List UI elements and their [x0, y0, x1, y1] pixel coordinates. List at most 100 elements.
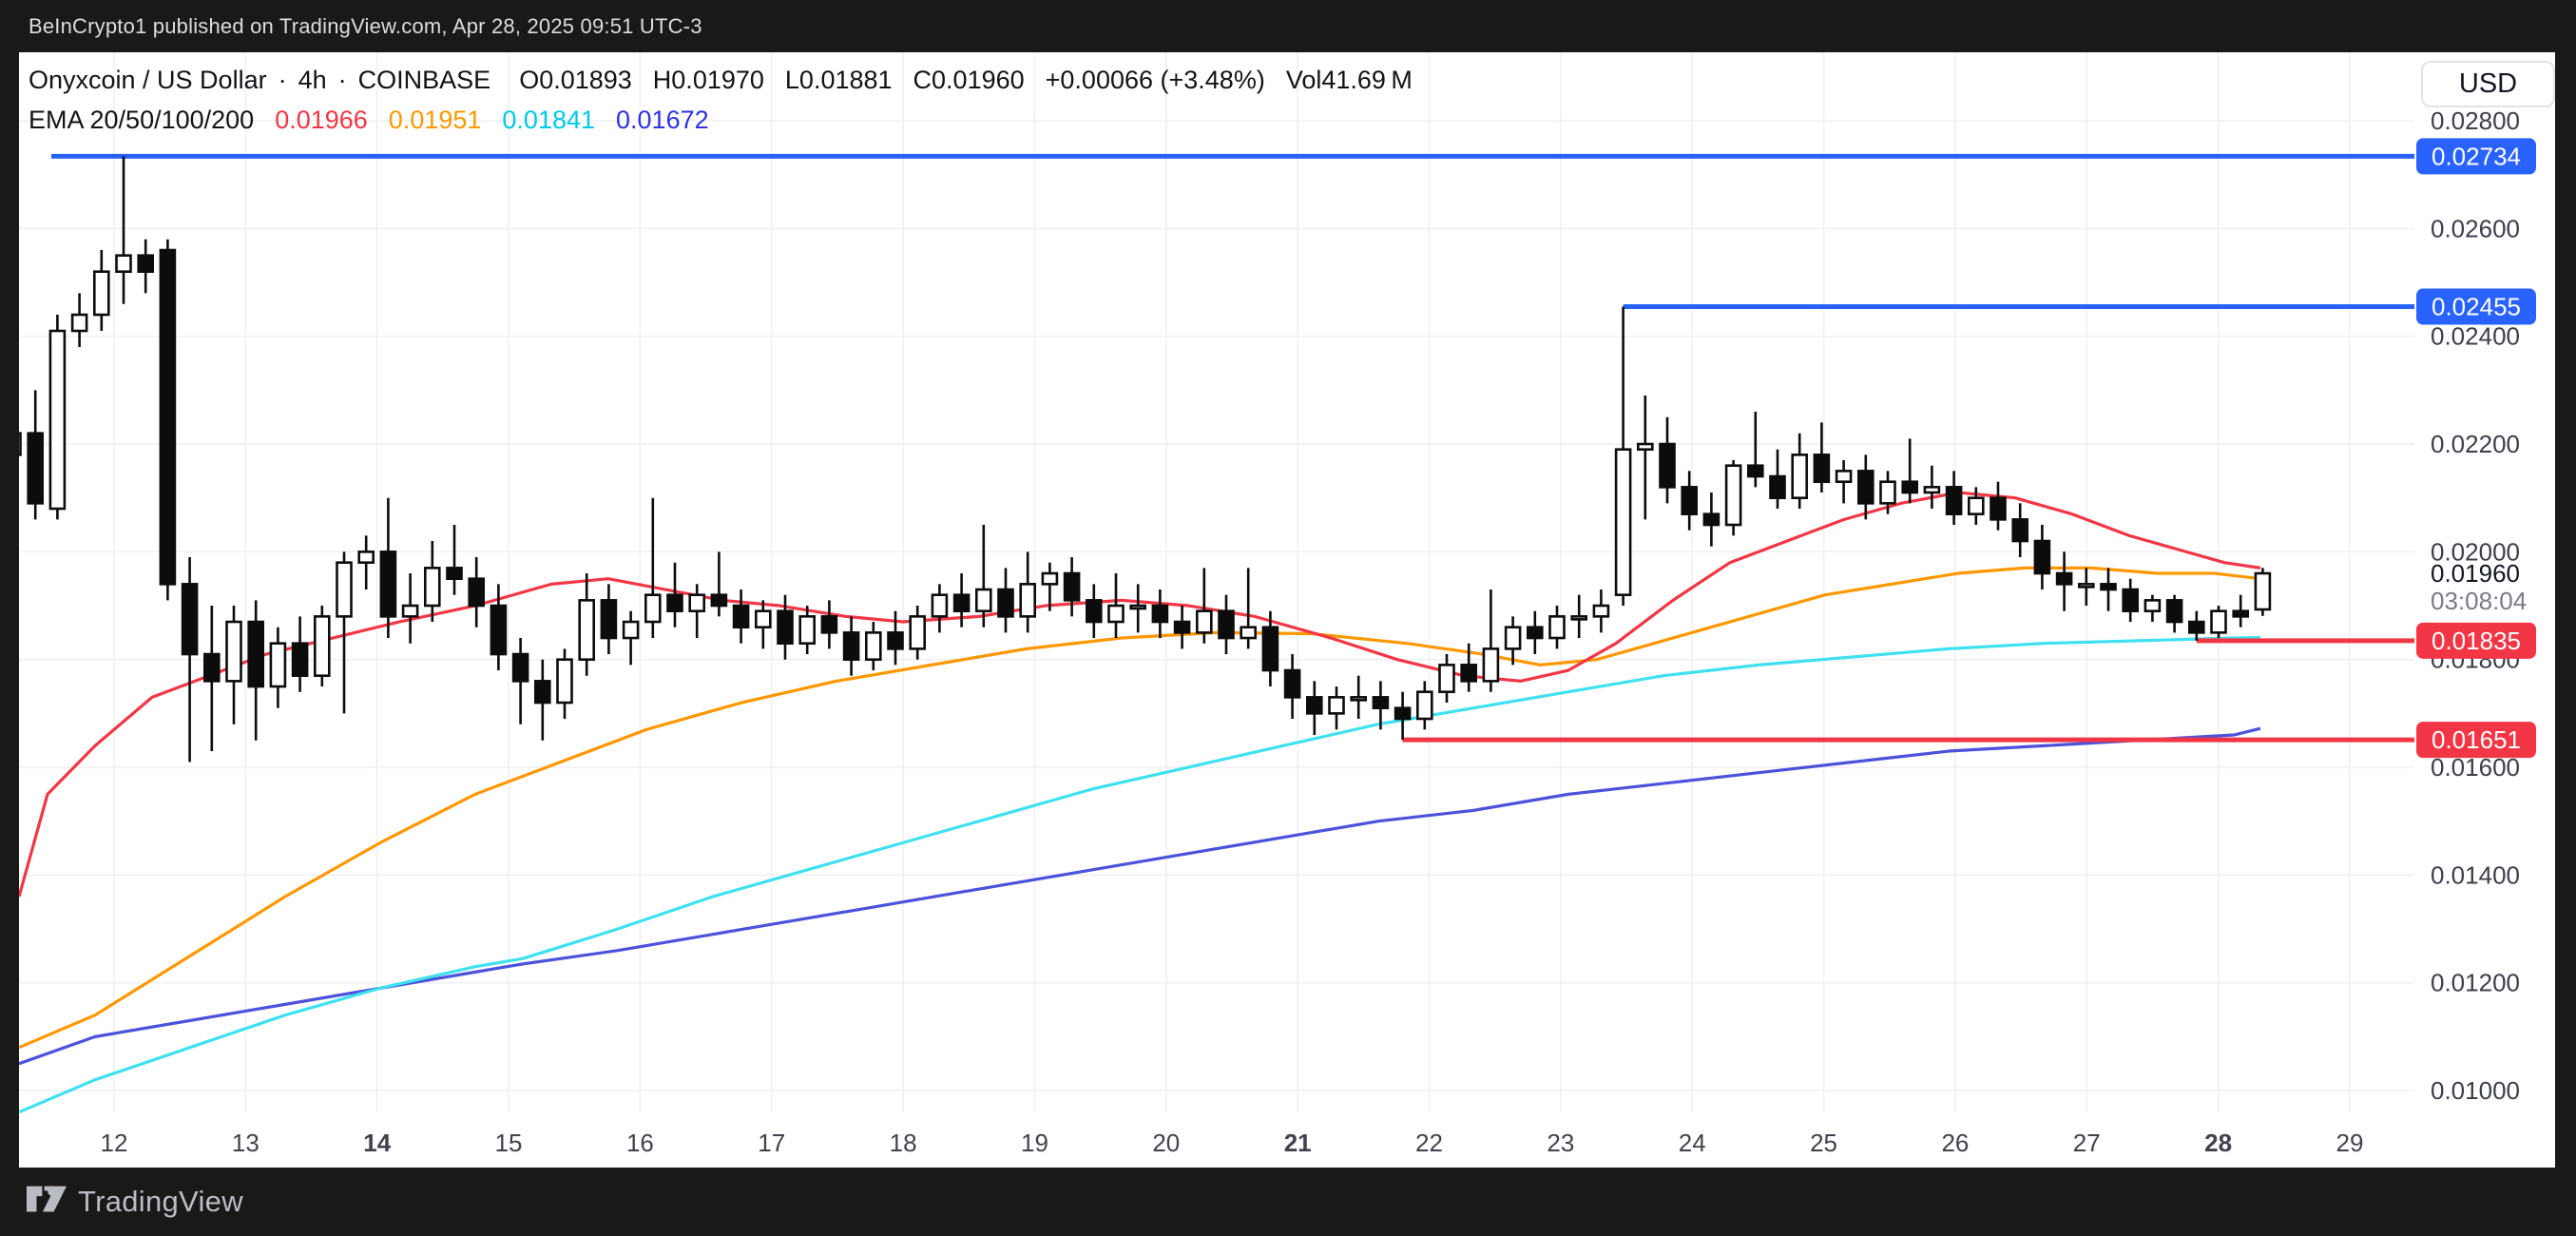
- date-axis-label-19[interactable]: 19: [1021, 1129, 1048, 1157]
- candle-body-down: [666, 593, 683, 612]
- date-axis-label-23[interactable]: 23: [1547, 1129, 1574, 1157]
- candle-body-down: [710, 593, 728, 608]
- candle-body-up: [1835, 470, 1853, 483]
- candle-body-down: [1769, 474, 1786, 499]
- candle-body-up: [864, 631, 882, 661]
- price-badge-0.02455[interactable]: [2416, 288, 2536, 325]
- candle-body-down: [511, 652, 529, 683]
- candle-body-up: [754, 609, 772, 628]
- ema-legend-label[interactable]: EMA 20/50/100/200: [29, 106, 255, 134]
- candle-body-up: [622, 620, 640, 640]
- tradingview-logo[interactable]: TradingView: [27, 1185, 243, 1219]
- ema-value-4: 0.01672: [616, 106, 709, 134]
- price-change: +0.00066 (+3.48%): [1045, 66, 1265, 94]
- candle-body-up: [975, 588, 992, 612]
- candle-body-down: [820, 615, 838, 634]
- candle-body-up: [1791, 454, 1808, 499]
- ema-100-line: [19, 635, 2261, 1114]
- date-axis-label-15[interactable]: 15: [495, 1129, 523, 1157]
- candle-body-down: [997, 588, 1014, 618]
- candle-body-down: [181, 583, 199, 656]
- price-badge-label: 0.02734: [2432, 142, 2521, 170]
- date-axis-label-17[interactable]: 17: [758, 1129, 785, 1157]
- candle-body-down: [27, 432, 45, 505]
- candle-body-up: [1968, 496, 1985, 515]
- candle-body-down: [137, 254, 154, 273]
- ema-legend-row: EMA 20/50/100/200 0.01966 0.01951 0.01841 0…: [29, 106, 1413, 135]
- date-axis-label-21[interactable]: 21: [1284, 1129, 1312, 1157]
- chart-pane[interactable]: 0.02800 0.02600 0.02400 0.02200 0.02000 0.018…: [19, 52, 2555, 1168]
- candle-body-down: [777, 609, 794, 645]
- price-axis-label[interactable]: 0.01400: [2431, 860, 2520, 889]
- price-badge-label: 0.01835: [2432, 627, 2521, 655]
- price-axis-label[interactable]: 0.02000: [2431, 537, 2520, 566]
- price-axis-label[interactable]: 0.02800: [2431, 106, 2520, 135]
- price-axis-label[interactable]: 0.02600: [2431, 214, 2520, 242]
- price-badge-0.01651[interactable]: [2416, 722, 2536, 759]
- candle-body-up: [2210, 609, 2227, 634]
- right-border: [2555, 52, 2576, 1168]
- candle-body-up: [423, 567, 441, 608]
- candle-body-down: [1460, 664, 1477, 683]
- price-axis-label[interactable]: 0.02200: [2431, 430, 2520, 458]
- price-axis-label[interactable]: 0.02400: [2431, 322, 2520, 351]
- date-axis-label-16[interactable]: 16: [626, 1129, 654, 1157]
- candle-body-up: [225, 620, 242, 683]
- candle-body-down: [490, 604, 508, 656]
- date-axis-label-29[interactable]: 29: [2336, 1129, 2363, 1157]
- candle-body-down: [379, 550, 397, 618]
- candle-body-up: [1041, 571, 1059, 586]
- candle-body-down: [842, 631, 860, 661]
- ohlc-o-value: O0.01893: [519, 66, 632, 94]
- date-axis-label-13[interactable]: 13: [232, 1129, 260, 1157]
- candle-body-down: [1261, 626, 1279, 672]
- date-axis-label-22[interactable]: 22: [1415, 1129, 1443, 1157]
- price-axis-label[interactable]: 0.01000: [2431, 1076, 2520, 1105]
- candle-body-down: [1945, 486, 1963, 515]
- currency-toggle-button[interactable]: USD: [2421, 61, 2555, 107]
- candle-body-down: [203, 652, 221, 683]
- currency-toggle-label: USD: [2458, 68, 2518, 99]
- date-axis-label-25[interactable]: 25: [1810, 1129, 1837, 1157]
- date-axis-label-14[interactable]: 14: [363, 1129, 391, 1157]
- candle-body-up: [798, 615, 817, 645]
- candle-body-down: [2188, 620, 2205, 634]
- candle-body-up: [93, 270, 110, 317]
- ema-values: 0.01966 0.01951 0.01841 0.01672: [254, 106, 708, 135]
- ema-value-2: 0.01951: [388, 106, 482, 134]
- symbol-title[interactable]: Onyxcoin / US Dollar: [29, 66, 267, 94]
- publish-banner: BeInCrypto1 published on TradingView.com…: [0, 0, 2576, 52]
- candle-body-down: [1813, 454, 1831, 483]
- candle-body-down: [1681, 486, 1698, 515]
- date-axis-label-12[interactable]: 12: [101, 1129, 128, 1157]
- date-axis-label-18[interactable]: 18: [890, 1129, 917, 1157]
- date-axis-label-26[interactable]: 26: [1941, 1129, 1969, 1157]
- candle-body-up: [1923, 486, 1941, 494]
- date-axis-label-20[interactable]: 20: [1152, 1129, 1180, 1157]
- ohlc-c-value: C0.01960: [913, 66, 1025, 94]
- candle-body-up: [1548, 615, 1566, 640]
- last-price-label[interactable]: 0.01960: [2431, 559, 2520, 588]
- interval-label[interactable]: 4h: [298, 66, 327, 94]
- date-axis-label-27[interactable]: 27: [2073, 1129, 2101, 1157]
- date-axis-label-24[interactable]: 24: [1679, 1129, 1706, 1157]
- candle-body-up: [1637, 442, 1654, 451]
- candle-body-down: [2033, 539, 2051, 575]
- ema-value-1: 0.01966: [275, 106, 368, 134]
- candle-body-up: [1879, 480, 1896, 505]
- candle-body-up: [2078, 583, 2095, 589]
- separator: ·: [337, 66, 347, 94]
- candle-body-up: [1129, 604, 1146, 610]
- date-axis-label-28[interactable]: 28: [2204, 1129, 2232, 1157]
- candle-body-up: [556, 658, 573, 705]
- price-badge-0.02734[interactable]: [2416, 138, 2536, 175]
- ohlc-values: O0.01893 H0.01970 L0.01881 C0.01960: [490, 66, 1024, 95]
- price-axis-label[interactable]: 0.01200: [2431, 969, 2520, 997]
- candle-body-up: [1196, 609, 1213, 634]
- ema-20-line: [19, 491, 2261, 898]
- price-badge-0.01835[interactable]: [2416, 622, 2536, 659]
- candle-body-down: [2055, 571, 2073, 586]
- candlestick-chart[interactable]: 0.02800 0.02600 0.02400 0.02200 0.02000 0.018…: [19, 52, 2555, 1168]
- candle-body-up: [1482, 647, 1500, 683]
- candle-body-down: [1857, 470, 1874, 505]
